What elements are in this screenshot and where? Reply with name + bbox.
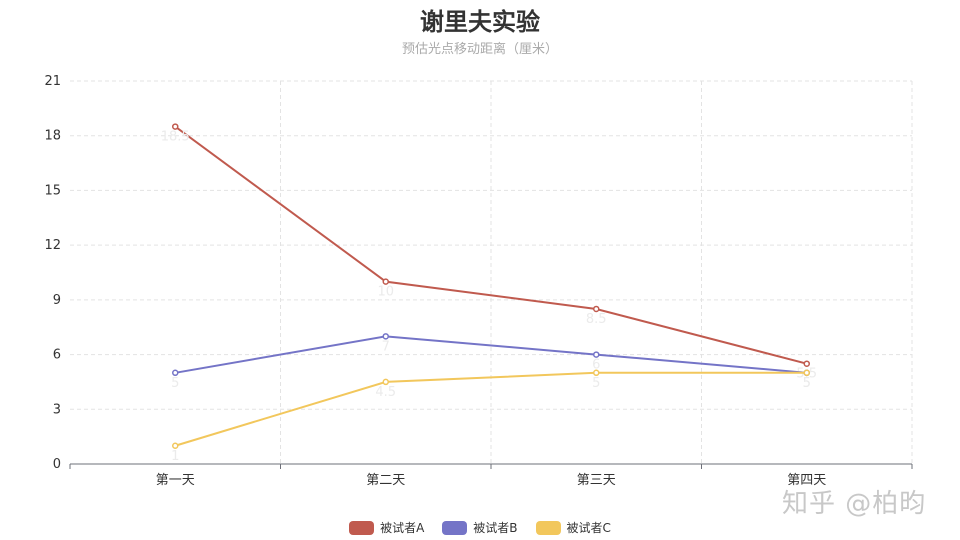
y-tick-label: 6	[53, 348, 61, 363]
data-label: 1	[171, 449, 179, 464]
legend-swatch	[349, 520, 375, 535]
legend-item[interactable]: 被试者C	[535, 519, 611, 536]
data-point	[172, 369, 179, 377]
data-label: 7	[382, 339, 390, 354]
watermark: 知乎 @柏昀	[782, 489, 927, 519]
data-point	[593, 351, 600, 358]
x-tick-label: 第一天	[156, 473, 195, 488]
y-tick-label: 3	[53, 402, 61, 417]
data-point	[803, 369, 810, 377]
data-label: 18.5	[161, 130, 190, 145]
y-tick-label: 12	[44, 238, 61, 253]
data-label: 5	[592, 376, 600, 391]
series-line	[174, 125, 808, 365]
data-label: 5	[803, 376, 811, 391]
data-point	[172, 123, 179, 130]
chart-legend: 被试者A 被试者B 被试者C	[0, 519, 960, 536]
data-label: 4.5	[375, 385, 396, 400]
data-point	[593, 369, 600, 377]
x-tick-label: 第四天	[787, 473, 826, 488]
data-label: 8.5	[586, 312, 607, 327]
data-label: 5	[171, 376, 179, 391]
data-point	[382, 333, 389, 340]
x-tick-label: 第三天	[577, 473, 616, 488]
data-point	[382, 278, 389, 285]
legend-swatch	[442, 520, 468, 535]
data-label: 5	[803, 376, 811, 391]
legend-label: 被试者A	[380, 521, 425, 535]
legend-item[interactable]: 被试者B	[442, 519, 518, 536]
legend-label: 被试者B	[473, 521, 518, 535]
x-tick-label: 第二天	[366, 473, 405, 488]
y-tick-label: 0	[53, 457, 61, 472]
data-label: 6	[592, 358, 600, 373]
data-point	[172, 442, 179, 450]
y-tick-label: 18	[44, 129, 61, 144]
legend-item[interactable]: 被试者A	[349, 519, 424, 536]
data-point	[382, 378, 389, 386]
chart-title: 谢里夫实验	[420, 8, 540, 36]
chart-subtitle: 预估光点移动距离（厘米）	[401, 42, 558, 57]
data-point	[593, 305, 600, 313]
data-label: 10	[377, 285, 394, 300]
y-tick-label: 15	[44, 183, 61, 198]
legend-label: 被试者C	[566, 521, 611, 535]
data-point	[803, 360, 810, 367]
y-tick-label: 21	[44, 74, 61, 89]
legend-swatch	[535, 520, 561, 535]
series-line	[174, 371, 807, 447]
series-line	[175, 335, 807, 374]
y-tick-label: 9	[53, 293, 61, 308]
